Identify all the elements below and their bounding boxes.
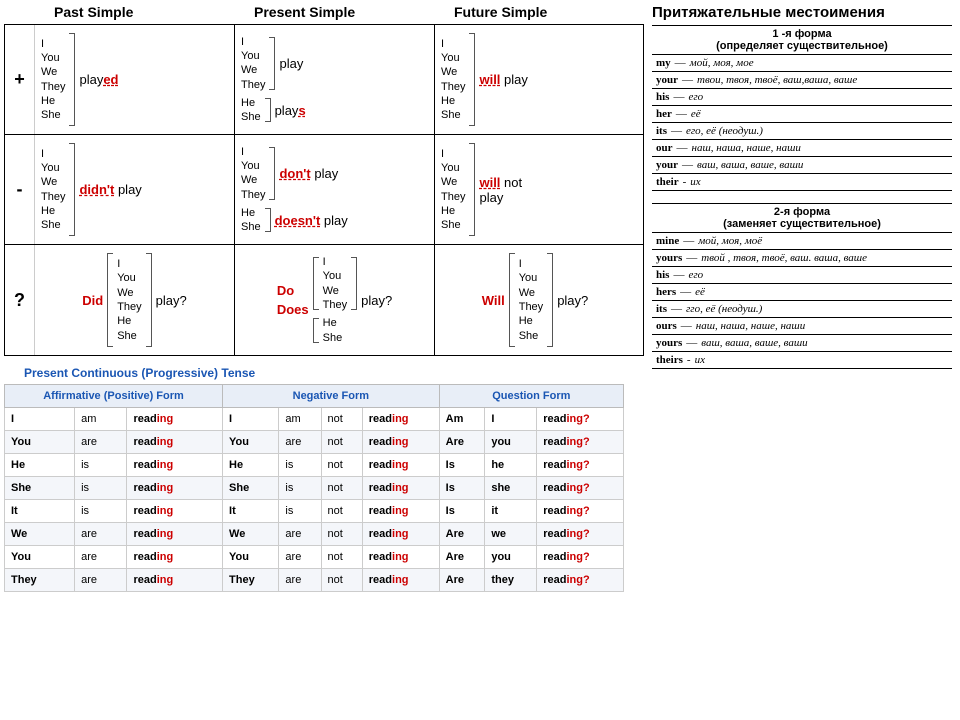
tense-table: + IYouWeTheyHeShe played IYouWeThey play	[4, 24, 644, 356]
poss-form1: 1 -я форма (определяет существительное) …	[652, 25, 952, 191]
poss-row: his—его	[652, 89, 952, 106]
poss-row: yours—твой , твоя, твоё, ваш. ваша, ваше	[652, 250, 952, 267]
poss-form2: 2-я форма (заменяет существительное) min…	[652, 203, 952, 369]
table-row: HeisreadingHeisnotreadingIshereading?	[5, 454, 624, 477]
cell-past-q: Did IYouWeTheyHeShe play?	[35, 245, 235, 355]
cell-present-q: Do Does IYouWeThey HeShe	[235, 245, 435, 355]
poss-row: their-их	[652, 174, 952, 191]
row-negative: - IYouWeTheyHeShe didn't play IYouWeThey…	[5, 135, 643, 245]
header-past: Past Simple	[34, 4, 234, 20]
poss-row: yours—ваш, ваша, ваше, ваши	[652, 335, 952, 352]
poss-row: ours—наш, наша, наше, наши	[652, 318, 952, 335]
cell-past-pos: IYouWeTheyHeShe played	[35, 25, 235, 134]
row-question: ? Did IYouWeTheyHeShe play? Do Does	[5, 245, 643, 355]
row-affirmative: + IYouWeTheyHeShe played IYouWeThey play	[5, 25, 643, 135]
poss-row: theirs-их	[652, 352, 952, 369]
table-row: TheyarereadingTheyarenotreadingAretheyre…	[5, 569, 624, 592]
poss-row: its—его, её (неодуш.)	[652, 123, 952, 140]
pc-table: Affirmative (Positive) Form Negative For…	[4, 384, 624, 592]
poss-row: her—её	[652, 106, 952, 123]
cell-past-neg: IYouWeTheyHeShe didn't play	[35, 135, 235, 244]
cell-future-neg: IYouWeTheyHeShe will notplay	[435, 135, 635, 244]
poss-row: mine—мой, моя, моё	[652, 233, 952, 250]
poss-row: your—ваш, ваша, ваше, ваши	[652, 157, 952, 174]
poss-row: our—наш, наша, наше, наши	[652, 140, 952, 157]
poss-row: hers—её	[652, 284, 952, 301]
table-row: YouarereadingYouarenotreadingAreyoureadi…	[5, 431, 624, 454]
poss-title: Притяжательные местоимения	[652, 4, 952, 21]
cell-present-neg: IYouWeThey don't play HeShe doesn't play	[235, 135, 435, 244]
cell-present-pos: IYouWeThey play HeShe plays	[235, 25, 435, 134]
header-present: Present Simple	[234, 4, 434, 20]
cell-future-pos: IYouWeTheyHeShe will play	[435, 25, 635, 134]
table-row: YouarereadingYouarenotreadingAreyoureadi…	[5, 546, 624, 569]
poss-row: its—гго, её (неодуш.)	[652, 301, 952, 318]
table-row: WearereadingWearenotreadingArewereading?	[5, 523, 624, 546]
poss-row: your—твои, твоя, твоё, ваш,ваша, ваше	[652, 72, 952, 89]
pc-title: Present Continuous (Progressive) Tense	[24, 366, 644, 380]
table-row: IamreadingIamnotreadingAmIreading?	[5, 408, 624, 431]
poss-row: my—мой, моя, мое	[652, 55, 952, 72]
cell-future-q: Will IYouWeTheyHeShe play?	[435, 245, 635, 355]
table-row: SheisreadingSheisnotreadingIsshereading?	[5, 477, 624, 500]
tense-headers: Past Simple Present Simple Future Simple	[4, 4, 644, 20]
table-row: ItisreadingItisnotreadingIsitreading?	[5, 500, 624, 523]
poss-row: his—его	[652, 267, 952, 284]
header-future: Future Simple	[434, 4, 634, 20]
